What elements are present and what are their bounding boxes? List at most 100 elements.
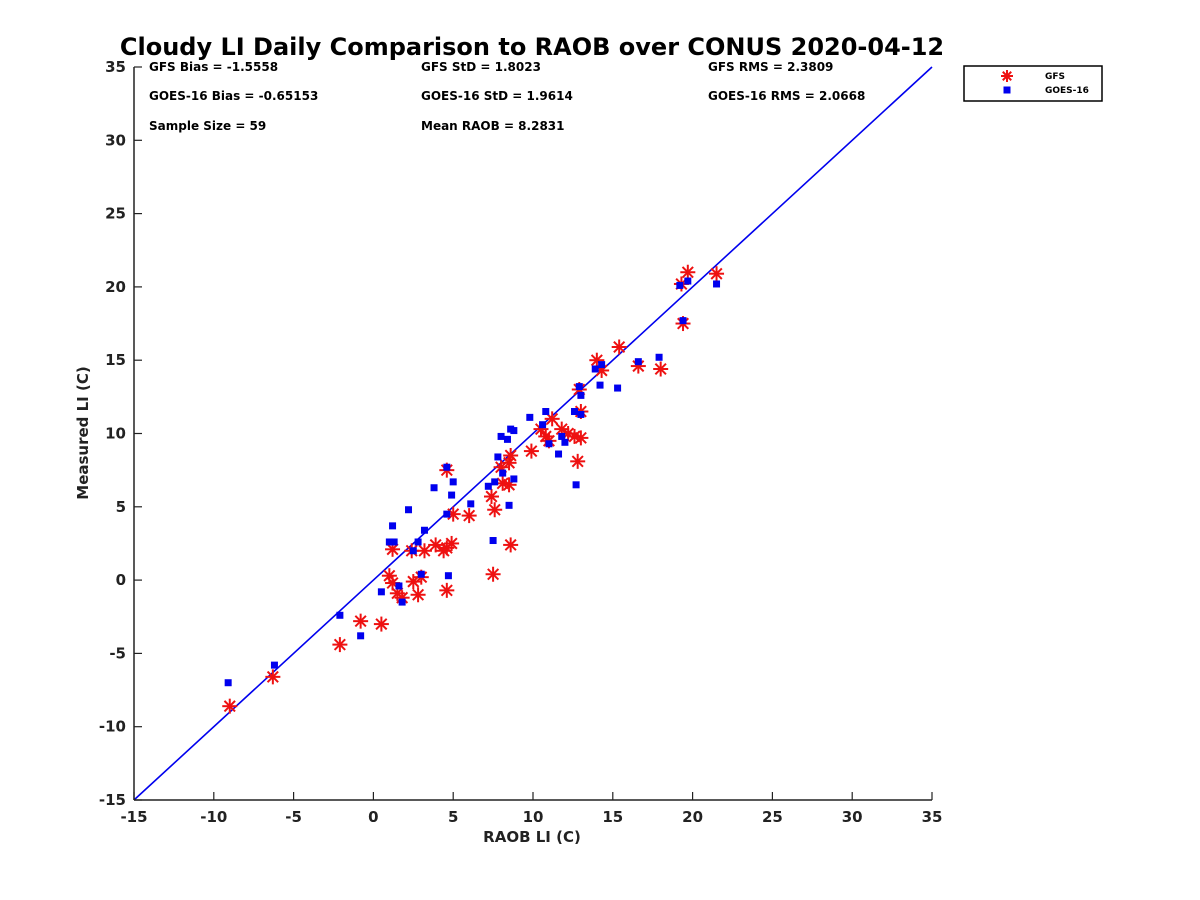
goes16-point [409, 547, 417, 555]
gfs-point [373, 616, 389, 632]
goes16-point [545, 440, 553, 448]
goes16-point [572, 481, 580, 489]
gfs-point [485, 566, 501, 582]
y-tick-label: -15 [99, 791, 126, 809]
x-tick-label: 15 [602, 808, 623, 826]
stat-text: GFS StD = 1.8023 [421, 60, 541, 74]
gfs-point [487, 502, 503, 518]
gfs-point [416, 543, 432, 559]
series-goes-16 [224, 277, 721, 687]
goes16-point [542, 408, 550, 416]
goes16-point [389, 522, 397, 530]
stats-annotations: GFS Bias = -1.5558 GFS StD = 1.8023 GFS RM… [149, 60, 865, 133]
goes16-point [503, 435, 511, 443]
goes16-point [526, 413, 534, 421]
chart-title: Cloudy LI Daily Comparison to RAOB over … [120, 33, 944, 61]
goes16-point [591, 365, 599, 373]
y-tick-label: 15 [105, 351, 126, 369]
x-tick-label: -15 [120, 808, 147, 826]
legend-box [963, 65, 1103, 102]
y-tick-label: 25 [105, 205, 126, 223]
gfs-point [265, 669, 281, 685]
goes16-point [395, 582, 403, 590]
goes16-point [505, 501, 513, 509]
goes16-point [676, 281, 684, 289]
stat-text: GOES-16 Bias = -0.65153 [149, 89, 318, 103]
goes16-point [577, 391, 585, 399]
goes16-point [596, 381, 604, 389]
goes16-point [377, 588, 385, 596]
x-tick-label: 5 [448, 808, 458, 826]
legend-marker-gfs [1001, 70, 1013, 82]
gfs-point [566, 428, 582, 444]
goes16-point [491, 478, 499, 486]
x-tick-label: 10 [523, 808, 544, 826]
goes16-point [448, 491, 456, 499]
x-tick-label: 35 [922, 808, 943, 826]
plot-area [133, 66, 933, 801]
goes16-point [417, 570, 425, 578]
goes16-point [270, 661, 278, 669]
gfs-point [709, 266, 725, 282]
gfs-point [570, 453, 586, 469]
goes16-point [655, 353, 663, 361]
axes: -15 -10 -5 0 5 10 15 20 25 30 35 -15 -10 -5 0 5 10 15 20 25… [99, 58, 943, 826]
goes16-point [713, 280, 721, 288]
goes16-point [449, 478, 457, 486]
x-tick-label: 0 [368, 808, 378, 826]
gfs-point [503, 537, 519, 553]
y-tick-label: 0 [116, 571, 126, 589]
gfs-point [428, 537, 444, 553]
gfs-point [484, 489, 500, 505]
goes16-point [614, 384, 622, 392]
gfs-point [332, 637, 348, 653]
legend-label: GFS [1045, 72, 1065, 82]
goes16-point [634, 358, 642, 366]
gfs-point [353, 613, 369, 629]
goes16-point [430, 484, 438, 492]
goes16-point [679, 317, 687, 325]
y-tick-label: -10 [99, 718, 126, 736]
goes16-point [575, 383, 583, 391]
legend-label: GOES-16 [1045, 86, 1089, 96]
gfs-point [611, 339, 627, 355]
goes16-point [494, 453, 502, 461]
y-tick-label: 30 [105, 131, 126, 149]
goes16-point [577, 410, 585, 418]
stat-text: GOES-16 RMS = 2.0668 [708, 89, 865, 103]
goes16-point [570, 408, 578, 416]
goes16-point [414, 538, 422, 546]
gfs-point [222, 698, 238, 714]
stat-text: Sample Size = 59 [149, 119, 266, 133]
goes16-point [224, 679, 232, 687]
y-tick-label: -5 [109, 644, 126, 662]
goes16-point [357, 632, 365, 640]
gfs-point [445, 506, 461, 522]
gfs-point [544, 411, 560, 427]
goes16-point [390, 538, 398, 546]
gfs-point [503, 447, 519, 463]
legend-marker-goes16 [1003, 86, 1011, 94]
goes16-point [510, 475, 518, 483]
y-tick-label: 35 [105, 58, 126, 76]
gfs-point [501, 477, 517, 493]
goes16-point [336, 611, 344, 619]
stat-text: GFS Bias = -1.5558 [149, 60, 278, 74]
y-tick-label: 10 [105, 425, 126, 443]
goes16-point [539, 421, 547, 429]
gfs-point [523, 443, 539, 459]
x-tick-label: -10 [200, 808, 227, 826]
gfs-point [653, 361, 669, 377]
one-to-one-line [133, 66, 933, 801]
x-tick-label: 20 [682, 808, 703, 826]
gfs-point [680, 264, 696, 280]
legend: GFS GOES-16 [963, 65, 1103, 102]
gfs-point [439, 582, 455, 598]
x-tick-label: -5 [285, 808, 302, 826]
gfs-point [410, 587, 426, 603]
x-axis-label: RAOB LI (C) [483, 828, 581, 846]
y-axis-label: Measured LI (C) [74, 366, 92, 499]
goes16-point [467, 500, 475, 508]
gfs-point [573, 430, 589, 446]
